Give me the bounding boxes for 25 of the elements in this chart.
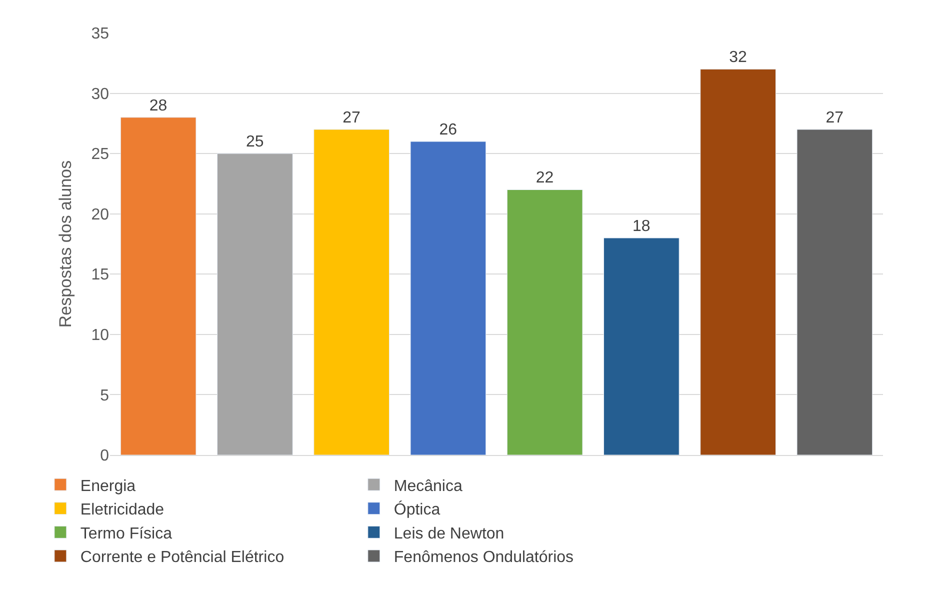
y-tick-label: 10 [91,327,110,344]
y-tick-label: 15 [91,266,110,284]
legend-label: Óptica [394,500,440,519]
y-tick-label: 5 [100,387,110,404]
data-label: 22 [536,170,554,187]
y-axis-title: Respostas dos alunos [56,160,75,328]
data-label: 18 [632,218,650,235]
legend-label: Termo Física [80,525,172,542]
data-label: 27 [342,109,361,126]
y-tick-label: 20 [91,206,110,224]
data-label: 25 [246,134,264,151]
y-tick-label: 30 [91,86,110,103]
data-label: 27 [826,109,844,126]
data-label: 32 [729,49,748,66]
legend-label: Eletricidade [80,502,164,519]
y-tick-label: 35 [91,26,110,43]
legend-label: Leis de Newton [394,525,504,542]
y-tick-label: 0 [100,448,110,465]
legend-label: Corrente e Potêncial Elétrico [80,549,284,566]
y-tick-label: 25 [91,146,110,164]
legend-label: Energia [80,478,136,495]
legend-label: Fenômenos Ondulatórios [394,549,574,566]
data-label: 26 [439,122,458,139]
legend-label: Mecânica [394,478,462,495]
data-label: 28 [149,97,168,114]
